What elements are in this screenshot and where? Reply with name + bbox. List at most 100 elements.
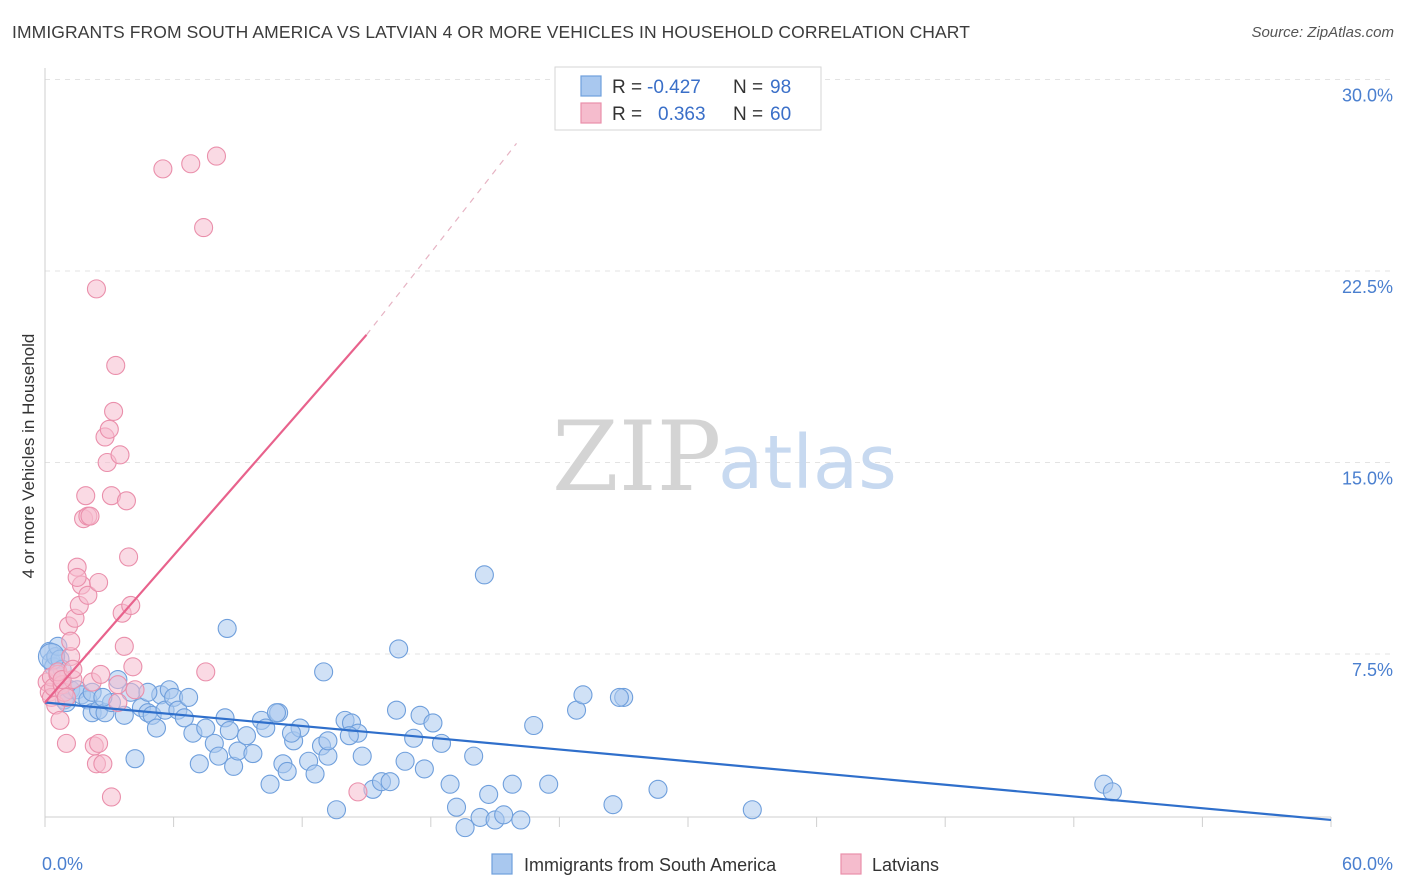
data-point-south-america bbox=[479, 784, 499, 804]
data-point-latvians bbox=[86, 279, 106, 299]
data-point-latvians bbox=[89, 572, 109, 593]
data-point-south-america bbox=[573, 685, 593, 705]
data-point-south-america bbox=[648, 779, 668, 799]
data-point-south-america bbox=[446, 797, 467, 817]
data-point-south-america bbox=[236, 726, 257, 746]
y-tick-labels: 7.5% 15.0% 22.5% 30.0% bbox=[1342, 86, 1393, 681]
legend-n-value-pink: 60 bbox=[770, 104, 791, 125]
gridlines bbox=[45, 79, 1392, 655]
data-point-south-america bbox=[146, 718, 167, 738]
data-point-south-america bbox=[326, 800, 347, 820]
data-point-south-america bbox=[502, 774, 522, 794]
legend-r-value-pink: 0.363 bbox=[658, 104, 706, 125]
data-point-latvians bbox=[101, 787, 121, 807]
legend-r-value-blue: -0.427 bbox=[647, 77, 701, 98]
bottom-legend-swatch-pink bbox=[840, 853, 862, 875]
data-point-south-america bbox=[266, 703, 287, 723]
data-point-south-america bbox=[474, 565, 494, 585]
x-tick-label-0: 0.0% bbox=[42, 854, 83, 874]
data-point-latvians bbox=[114, 636, 134, 656]
data-point-latvians bbox=[125, 680, 145, 700]
legend-r-label-blue: R = bbox=[612, 77, 642, 98]
trendlines bbox=[44, 142, 1332, 822]
watermark: ZIP atlas bbox=[552, 401, 897, 513]
bottom-legend-label-blue: Immigrants from South America bbox=[524, 855, 777, 875]
data-point-south-america bbox=[380, 772, 400, 792]
legend-box: R = -0.427 N = 98 R = 0.363 N = 60 bbox=[554, 66, 822, 131]
data-point-south-america bbox=[125, 749, 145, 769]
series-latvians bbox=[37, 146, 368, 807]
data-point-latvians bbox=[106, 355, 126, 376]
data-point-south-america bbox=[174, 708, 194, 728]
data-point-latvians bbox=[56, 687, 76, 707]
data-point-south-america bbox=[455, 818, 475, 838]
data-point-latvians bbox=[104, 401, 124, 421]
data-point-latvians bbox=[50, 710, 70, 730]
data-point-south-america bbox=[217, 618, 237, 639]
data-point-south-america bbox=[277, 761, 297, 782]
data-point-latvians bbox=[78, 585, 98, 605]
data-point-latvians bbox=[119, 547, 139, 567]
x-tick-labels: 0.0% 60.0% bbox=[42, 854, 1393, 874]
legend-n-label-pink: N = bbox=[733, 104, 763, 125]
data-point-south-america bbox=[464, 746, 484, 766]
data-point-south-america bbox=[318, 731, 338, 751]
data-point-latvians bbox=[110, 445, 130, 465]
watermark-atlas: atlas bbox=[718, 420, 897, 506]
data-point-south-america bbox=[196, 718, 216, 738]
data-point-latvians bbox=[80, 506, 100, 526]
data-point-south-america bbox=[389, 639, 409, 659]
watermark-zip: ZIP bbox=[552, 401, 721, 513]
data-point-south-america bbox=[494, 805, 514, 825]
trendline-latvians bbox=[44, 334, 368, 704]
data-point-latvians bbox=[89, 733, 109, 753]
data-point-latvians bbox=[108, 675, 128, 695]
data-point-south-america bbox=[260, 774, 280, 794]
y-tick-label-0: 7.5% bbox=[1352, 660, 1393, 680]
series-immigrants-south-america bbox=[37, 565, 1122, 838]
legend-swatch-blue bbox=[580, 75, 602, 97]
data-point-south-america bbox=[189, 754, 209, 774]
data-point-south-america bbox=[209, 746, 229, 766]
data-point-latvians bbox=[196, 662, 216, 682]
data-point-latvians bbox=[194, 218, 214, 238]
data-point-south-america bbox=[609, 687, 629, 707]
y-tick-label-2: 22.5% bbox=[1342, 277, 1393, 297]
data-point-south-america bbox=[414, 759, 434, 779]
data-point-south-america bbox=[314, 662, 334, 682]
legend-n-value-blue: 98 bbox=[770, 77, 791, 98]
legend-n-label-blue: N = bbox=[733, 77, 763, 98]
data-point-latvians bbox=[123, 657, 143, 677]
bottom-legend-label-pink: Latvians bbox=[872, 855, 939, 875]
data-point-south-america bbox=[352, 746, 372, 766]
data-point-south-america bbox=[404, 728, 424, 748]
data-point-south-america bbox=[395, 751, 415, 771]
y-axis-label: 4 or more Vehicles in Household bbox=[19, 334, 38, 579]
data-point-south-america bbox=[742, 800, 762, 820]
data-point-south-america bbox=[243, 744, 263, 764]
data-point-latvians bbox=[181, 154, 201, 174]
data-point-south-america bbox=[511, 810, 531, 830]
data-point-south-america bbox=[423, 713, 443, 733]
data-point-latvians bbox=[91, 664, 111, 684]
data-point-latvians bbox=[348, 782, 368, 802]
data-point-south-america bbox=[219, 721, 239, 741]
data-point-south-america bbox=[524, 715, 544, 736]
y-tick-label-3: 30.0% bbox=[1342, 86, 1393, 106]
data-point-south-america bbox=[440, 774, 460, 794]
trendline-latvians-extension bbox=[366, 142, 518, 336]
data-point-latvians bbox=[56, 733, 76, 753]
data-point-latvians bbox=[61, 631, 81, 651]
data-point-latvians bbox=[108, 692, 128, 713]
trendline-south-america bbox=[44, 701, 1332, 822]
data-point-south-america bbox=[386, 700, 407, 720]
data-point-south-america bbox=[179, 687, 199, 707]
legend-r-label-pink: R = bbox=[612, 104, 642, 125]
bottom-legend: Immigrants from South America Latvians bbox=[491, 853, 939, 875]
data-point-latvians bbox=[153, 159, 173, 179]
chart-source: Source: ZipAtlas.com bbox=[1251, 24, 1394, 41]
data-point-latvians bbox=[76, 486, 96, 506]
x-tick-label-1: 60.0% bbox=[1342, 854, 1393, 874]
bottom-legend-swatch-blue bbox=[491, 853, 513, 875]
